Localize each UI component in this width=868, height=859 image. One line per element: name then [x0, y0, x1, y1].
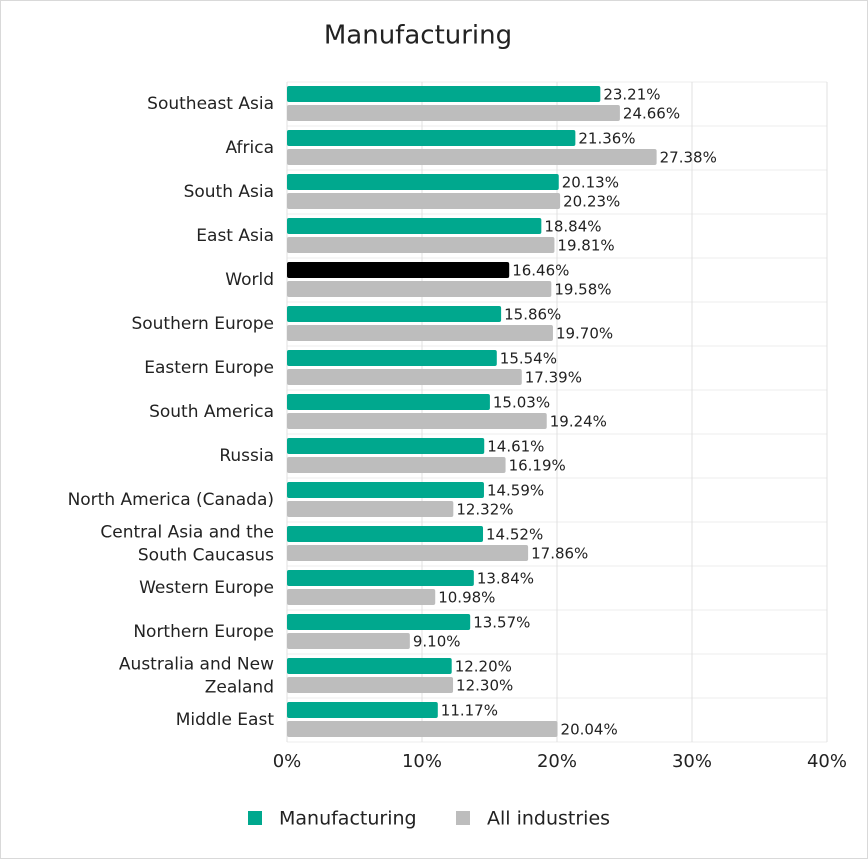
bar	[287, 501, 454, 517]
value-label: 16.19%	[509, 457, 566, 475]
bar	[287, 702, 438, 718]
y-tick-label: Eastern Europe	[144, 358, 274, 378]
value-label: 14.61%	[487, 438, 544, 456]
value-label: 17.86%	[531, 545, 588, 563]
value-label: 17.39%	[525, 369, 582, 387]
y-tick-label: World	[225, 270, 274, 290]
label-line: South Caucasus	[138, 546, 274, 566]
bar	[287, 570, 474, 586]
y-tick-label: Central Asia and the South Caucasus	[100, 523, 274, 566]
label-line: Central Asia and the	[100, 523, 274, 543]
bar	[287, 545, 529, 561]
value-label: 15.03%	[493, 394, 550, 412]
value-label: 19.70%	[556, 325, 613, 343]
bar	[287, 149, 657, 165]
value-label: 19.58%	[554, 281, 611, 299]
value-label: 15.86%	[504, 306, 561, 324]
value-label: 27.38%	[660, 149, 717, 167]
legend-label: All industries	[487, 808, 610, 830]
value-label: 24.66%	[623, 105, 680, 123]
value-label: 11.17%	[441, 702, 498, 720]
x-tick-label: 10%	[402, 751, 442, 772]
x-tick-label: 20%	[537, 751, 577, 772]
bar	[287, 413, 547, 429]
y-tick-label: North America (Canada)	[68, 490, 274, 510]
legend-swatch	[456, 811, 470, 825]
bar	[287, 325, 553, 341]
value-label: 19.24%	[550, 413, 607, 431]
y-tick-label: East Asia	[196, 226, 274, 246]
label-line: Zealand	[205, 678, 274, 698]
x-tick-label: 40%	[807, 751, 847, 772]
y-tick-label: Southern Europe	[131, 314, 274, 334]
bar	[287, 193, 561, 209]
y-tick-label: Western Europe	[139, 578, 274, 598]
bar	[287, 369, 522, 385]
value-label: 21.36%	[578, 130, 635, 148]
y-tick-label: Australia and New Zealand	[119, 655, 274, 698]
bar	[287, 658, 452, 674]
bar	[287, 589, 436, 605]
bar	[287, 130, 576, 146]
value-label: 13.84%	[477, 570, 534, 588]
x-tick-label: 30%	[672, 751, 712, 772]
bar	[287, 677, 454, 693]
value-label: 19.81%	[557, 237, 614, 255]
value-label: 20.23%	[563, 193, 620, 211]
bar	[287, 394, 490, 410]
bar	[287, 457, 506, 473]
y-tick-label: Middle East	[176, 710, 275, 730]
value-label: 23.21%	[603, 86, 660, 104]
value-label: 18.84%	[544, 218, 601, 236]
value-label: 15.54%	[500, 350, 557, 368]
legend-label: Manufacturing	[279, 808, 417, 830]
bar	[287, 526, 484, 542]
y-tick-label: Northern Europe	[133, 622, 274, 642]
bar	[287, 86, 601, 102]
x-tick-label: 0%	[273, 751, 302, 772]
y-tick-label: Russia	[219, 446, 274, 466]
bar	[287, 105, 620, 121]
value-label: 14.59%	[487, 482, 544, 500]
bar	[287, 262, 510, 278]
bar	[287, 614, 471, 630]
value-label: 9.10%	[413, 633, 461, 651]
bar	[287, 237, 555, 253]
bar	[287, 174, 559, 190]
bar	[287, 306, 502, 322]
bar	[287, 281, 552, 297]
value-label: 14.52%	[486, 526, 543, 544]
y-tick-label: South America	[149, 402, 274, 422]
bar	[287, 350, 497, 366]
value-label: 12.30%	[456, 677, 513, 695]
label-line: Australia and New	[119, 655, 274, 675]
legend-swatch	[248, 811, 262, 825]
value-label: 13.57%	[473, 614, 530, 632]
y-tick-label: South Asia	[184, 182, 274, 202]
bar	[287, 633, 410, 649]
bar	[287, 218, 542, 234]
bar	[287, 438, 485, 454]
chart-title: Manufacturing	[324, 21, 512, 51]
value-label: 16.46%	[512, 262, 569, 280]
value-label: 20.04%	[561, 721, 618, 739]
value-label: 12.20%	[455, 658, 512, 676]
value-label: 12.32%	[456, 501, 513, 519]
bar	[287, 721, 558, 737]
y-tick-label: Africa	[226, 138, 275, 158]
y-tick-label: Southeast Asia	[147, 94, 274, 114]
value-label: 10.98%	[438, 589, 495, 607]
bar	[287, 482, 484, 498]
value-label: 20.13%	[562, 174, 619, 192]
